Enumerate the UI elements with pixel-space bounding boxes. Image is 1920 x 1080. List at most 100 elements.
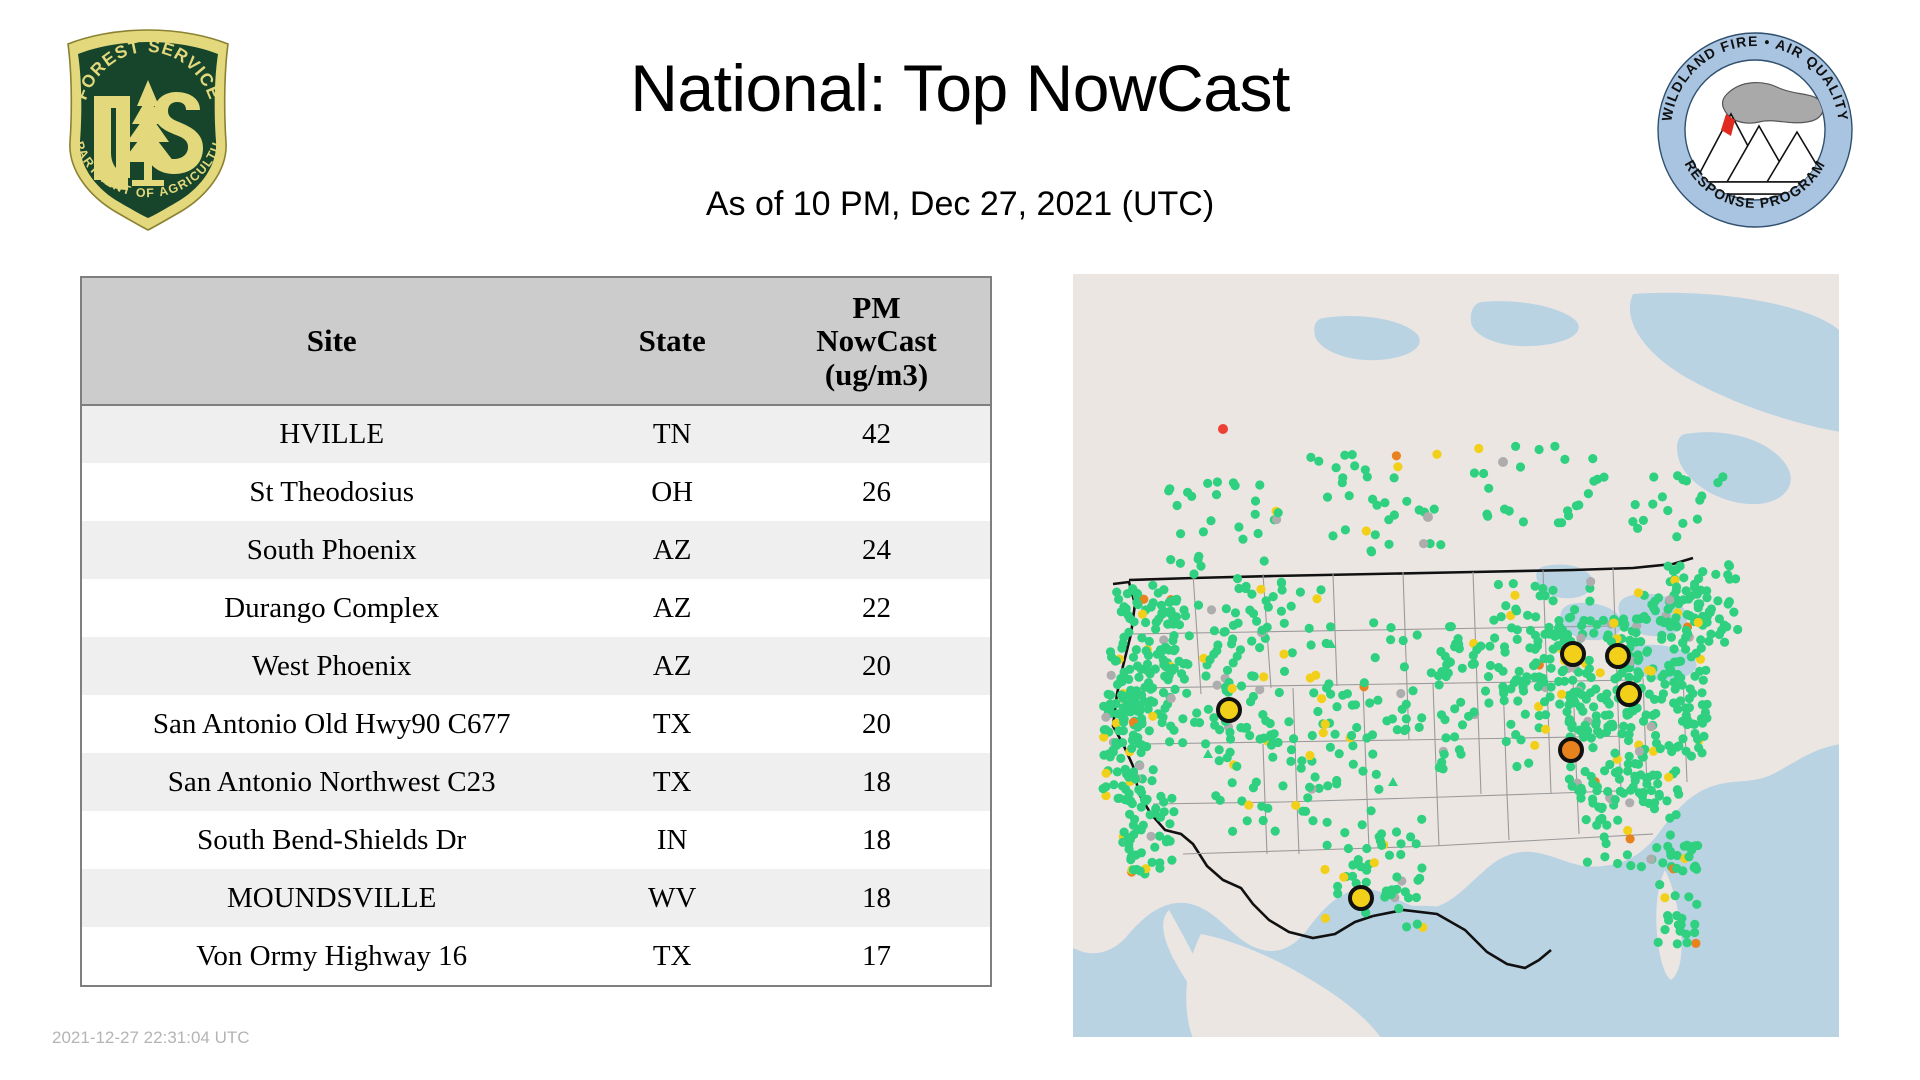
national-aqi-map[interactable]: Air Quality Index HazardousVery Unhealth…: [1072, 273, 1840, 1038]
pm-nowcast-cell: 20: [762, 695, 990, 753]
aqi-monitor-dot: [1322, 817, 1332, 827]
aqi-monitor-dot: [1670, 684, 1680, 694]
aqi-monitor-dot: [1222, 665, 1233, 675]
aqi-monitor-dot: [1286, 745, 1297, 755]
aqi-monitor-dot: [1469, 659, 1479, 669]
aqi-monitor-dot: [1697, 491, 1707, 501]
aqi-monitor-dot: [1316, 585, 1326, 595]
aqi-monitor-dot: [1203, 478, 1213, 488]
aqi-monitor-dot: [1177, 669, 1187, 679]
aqi-monitor-dot: [1323, 781, 1333, 791]
aqi-monitor-dot: [1228, 826, 1238, 837]
site-cell: MOUNDSVILLE: [82, 869, 582, 927]
table-body: HVILLE TN 42 St Theodosius OH 26 South Phoenix…: [82, 405, 990, 985]
table-row: San Antonio Northwest C23 TX 18: [82, 753, 990, 811]
aqi-monitor-dot: [1498, 666, 1508, 676]
aqi-monitor-dot: [1320, 719, 1330, 729]
aqi-monitor-dot: [1209, 626, 1219, 636]
aqi-monitor-dot: [1672, 742, 1682, 752]
column-header-pm-line1: PM: [852, 289, 901, 325]
aqi-monitor-dot: [1168, 596, 1178, 606]
aqi-monitor-dot: [1666, 632, 1676, 642]
aqi-monitor-dot: [1401, 714, 1411, 724]
top-site-highlight-marker[interactable]: [1216, 697, 1242, 723]
aqi-monitor-dot: [1626, 722, 1636, 733]
aqi-monitor-dot: [1155, 812, 1166, 822]
aqi-monitor-dot: [1733, 624, 1743, 635]
aqi-monitor-dot: [1682, 938, 1692, 948]
aqi-monitor-dot: [1347, 700, 1357, 710]
aqi-monitor-dot: [1251, 777, 1261, 787]
aqi-monitor-dot: [1214, 745, 1224, 755]
aqi-monitor-dot: [1369, 618, 1379, 628]
top-site-highlight-marker[interactable]: [1348, 885, 1374, 911]
aqi-monitor-dot: [1648, 710, 1658, 720]
aqi-monitor-dot: [1697, 748, 1707, 758]
aqi-monitor-dot: [1122, 589, 1132, 599]
aqi-monitor-dot: [1586, 577, 1596, 587]
aqi-monitor-dot: [1567, 781, 1577, 791]
aqi-monitor-dot: [1676, 673, 1686, 683]
aqi-monitor-dot: [1512, 634, 1522, 644]
aqi-monitor-dot: [1576, 793, 1586, 803]
aqi-monitor-dot: [1578, 706, 1588, 716]
conifer-tree-icon: [122, 80, 174, 186]
aqi-monitor-dot: [1399, 662, 1409, 672]
aqi-monitor-dot: [1295, 587, 1305, 597]
aqi-monitor-dot: [1149, 697, 1159, 707]
top-site-highlight-marker[interactable]: [1616, 681, 1642, 707]
aqi-monitor-dot: [1233, 618, 1243, 628]
aqi-monitor-dot: [1638, 796, 1648, 807]
aqi-monitor-dot: [1672, 939, 1682, 949]
aqi-monitor-dot: [1512, 761, 1522, 772]
aqi-monitor-dot: [1116, 753, 1126, 763]
top-site-highlight-marker[interactable]: [1558, 737, 1584, 763]
wildland-fire-air-quality-seal-logo: WILDLAND FIRE • AIR QUALITY RESPONSE PRO…: [1655, 30, 1855, 230]
aqi-monitor-dot: [1125, 809, 1135, 819]
aqi-monitor-dot: [1690, 919, 1700, 930]
aqi-monitor-dot: [1602, 689, 1612, 699]
aqi-monitor-dot: [1394, 903, 1404, 914]
aqi-monitor-dot: [1163, 619, 1173, 629]
aqi-monitor-dot: [1139, 594, 1149, 604]
aqi-monitor-dot: [1649, 472, 1659, 482]
aqi-monitor-dot: [1320, 913, 1330, 923]
aqi-monitor-dot: [1124, 627, 1134, 637]
aqi-monitor-dot: [1391, 451, 1401, 461]
aqi-monitor-dot: [1357, 820, 1367, 830]
aqi-monitor-dot: [1221, 604, 1231, 614]
aqi-monitor-dot: [1099, 701, 1109, 711]
aqi-monitor-dot: [1598, 615, 1608, 625]
aqi-monitor-dot: [1303, 793, 1313, 803]
state-cell: TX: [581, 753, 763, 811]
aqi-monitor-dot: [1101, 768, 1111, 778]
aqi-monitor-dot: [1348, 741, 1358, 751]
site-cell: South Phoenix: [82, 521, 582, 579]
aqi-monitor-dot: [1139, 794, 1149, 805]
aqi-monitor-dot: [1206, 605, 1217, 615]
aqi-monitor-dot: [1125, 688, 1135, 698]
aqi-monitor-dot: [1376, 829, 1387, 839]
top-site-highlight-marker[interactable]: [1605, 643, 1631, 669]
aqi-monitor-dot: [1499, 695, 1509, 706]
aqi-monitor-dot: [1702, 713, 1712, 723]
aqi-monitor-dot: [1682, 610, 1692, 620]
aqi-monitor-dots: [1098, 424, 1743, 949]
aqi-monitor-dot: [1666, 665, 1676, 675]
aqi-monitor-dot: [1706, 629, 1716, 639]
aqi-monitor-dot: [1625, 834, 1635, 844]
aqi-monitor-dot: [1131, 645, 1141, 655]
aqi-monitor-dot: [1555, 629, 1565, 640]
top-site-highlight-marker[interactable]: [1560, 641, 1586, 667]
aqi-monitor-dot: [1182, 688, 1192, 698]
aqi-monitor-dot: [1325, 742, 1335, 752]
aqi-monitor-dot: [1228, 658, 1238, 668]
aqi-monitor-dot: [1711, 569, 1721, 579]
aqi-monitor-dot: [1570, 605, 1580, 615]
aqi-monitor-dot: [1386, 635, 1396, 645]
aqi-monitor-dot: [1600, 766, 1610, 776]
aqi-monitor-dot: [1289, 734, 1299, 744]
aqi-monitor-dot: [1306, 640, 1316, 650]
aqi-monitor-dot: [1646, 854, 1656, 864]
aqi-monitor-dot: [1610, 748, 1620, 758]
